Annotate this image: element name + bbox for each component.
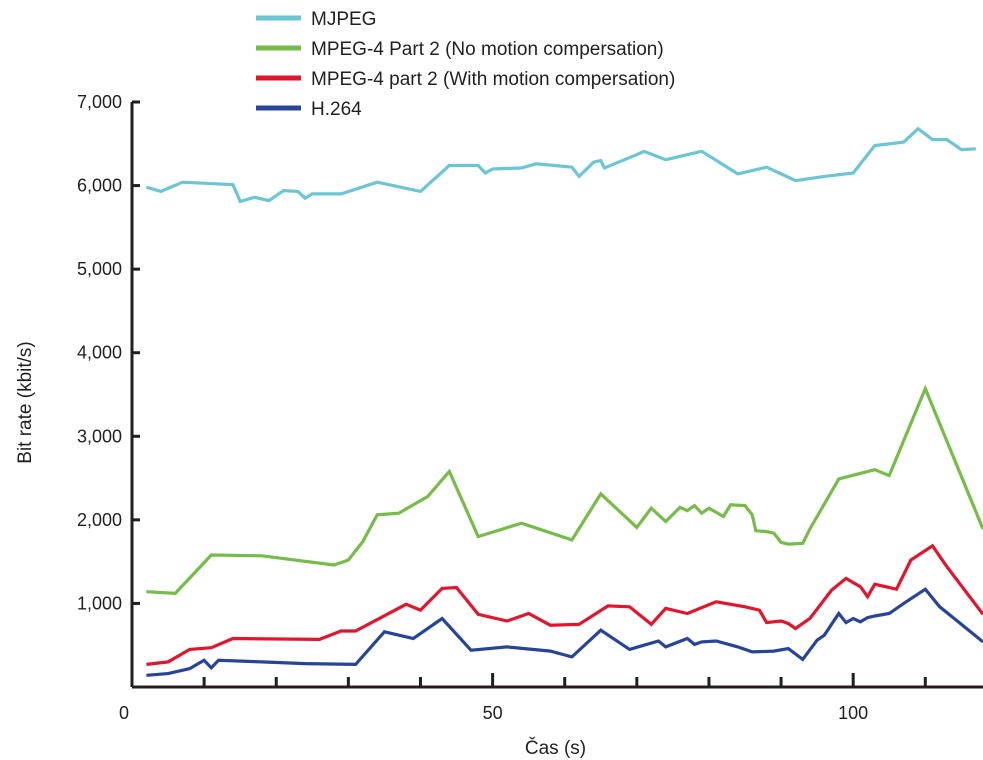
series-line (146, 543, 983, 666)
y-tick-label: 2,000 (77, 510, 122, 530)
y-tick-label: 4,000 (77, 343, 122, 363)
series-line (146, 587, 983, 677)
y-tick-label: 5,000 (77, 259, 122, 279)
series-line (145, 126, 976, 204)
legend-label: MPEG-4 part 2 (With motion compersation) (311, 69, 675, 90)
legend-label: H.264 (311, 99, 362, 120)
x-tick-label: 100 (838, 703, 868, 723)
x-axis-title: Čas (s) (525, 737, 586, 759)
ticks: 1,000 2,000 3,000 4,000 5,000 6,000 7,000 0 50 10… (77, 92, 927, 723)
x-tick-label: 0 (119, 703, 129, 723)
series-lines (145, 126, 983, 677)
y-tick-label: 6,000 (77, 176, 122, 196)
legend: MJPEG MPEG-4 Part 2 (No motion compersati… (256, 9, 675, 120)
x-tick-label: 50 (483, 703, 503, 723)
y-tick-label: 1,000 (77, 593, 122, 613)
y-axis-title: Bit rate (kbit/s) (15, 341, 36, 463)
series-line (146, 384, 983, 596)
legend-label: MJPEG (311, 9, 376, 30)
y-tick-label: 7,000 (77, 92, 122, 112)
axes (130, 102, 983, 689)
y-tick-label: 3,000 (77, 426, 122, 446)
legend-label: MPEG-4 Part 2 (No motion compersation) (311, 39, 664, 60)
